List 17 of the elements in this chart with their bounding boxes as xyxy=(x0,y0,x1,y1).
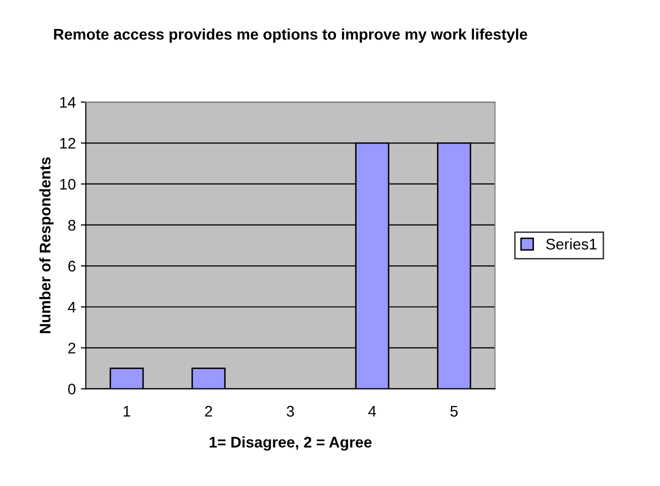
x-axis-title: 1= Disagree, 2 = Agree xyxy=(210,436,372,451)
y-tick-label: 2 xyxy=(68,342,76,354)
y-tick-label: 4 xyxy=(68,302,76,312)
y-tick-label: 0 xyxy=(68,384,76,394)
y-axis-title: Number of Respondents xyxy=(39,157,54,334)
chart-title: Remote access provides me options to improve my work lifestyle xyxy=(54,28,528,43)
y-tick-label: 6 xyxy=(68,260,76,272)
y-tick-label: 8 xyxy=(68,220,76,231)
x-tick-label: 5 xyxy=(450,406,458,417)
y-tick-label: 12 xyxy=(60,138,76,149)
legend-label: Series1 xyxy=(546,238,597,250)
y-tick-label: 10 xyxy=(60,178,76,190)
y-tick-label: 14 xyxy=(60,97,76,108)
x-tick-label: 3 xyxy=(286,406,294,417)
x-tick-label: 4 xyxy=(368,406,376,417)
x-tick-label: 1 xyxy=(124,406,130,417)
x-tick-label: 2 xyxy=(205,406,212,417)
